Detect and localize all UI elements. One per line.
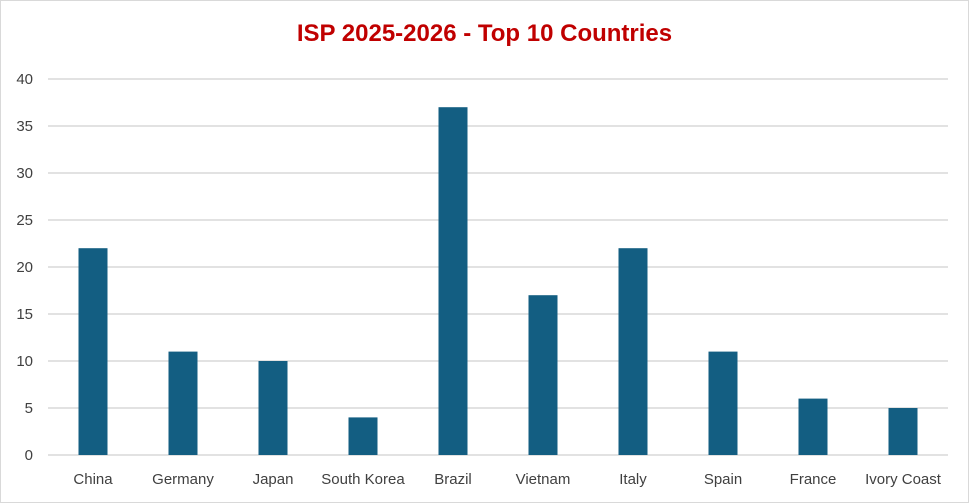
x-tick-label: China bbox=[73, 471, 113, 488]
chart-title: ISP 2025-2026 - Top 10 Countries bbox=[296, 20, 673, 47]
bar bbox=[708, 351, 738, 455]
bar bbox=[168, 351, 198, 455]
x-tick-label: Ivory Coast bbox=[865, 471, 942, 488]
x-tick-label: France bbox=[790, 471, 837, 488]
x-tick-label: Japan bbox=[253, 471, 294, 488]
bar bbox=[798, 398, 828, 455]
y-tick-label: 30 bbox=[16, 165, 33, 182]
gridlines bbox=[48, 78, 948, 456]
x-tick-label: Vietnam bbox=[516, 471, 571, 488]
y-tick-label: 25 bbox=[16, 212, 33, 229]
y-tick-label: 35 bbox=[16, 118, 33, 135]
y-tick-label: 5 bbox=[25, 400, 33, 417]
x-tick-label: South Korea bbox=[321, 471, 405, 488]
x-axis-ticks: China Germany Japan South Korea Brazil Vietna… bbox=[73, 471, 941, 488]
y-tick-label: 15 bbox=[16, 306, 33, 323]
x-tick-label: Germany bbox=[152, 471, 214, 488]
bar bbox=[348, 417, 378, 455]
y-tick-label: 0 bbox=[25, 447, 33, 464]
y-axis-ticks: 0 5 10 15 20 25 30 35 40 bbox=[16, 71, 33, 464]
bar bbox=[618, 248, 648, 455]
bars bbox=[78, 107, 918, 455]
y-tick-label: 20 bbox=[16, 259, 33, 276]
y-tick-label: 10 bbox=[16, 353, 33, 370]
bar bbox=[528, 295, 558, 455]
bar bbox=[888, 408, 918, 455]
bar bbox=[258, 361, 288, 455]
y-tick-label: 40 bbox=[16, 71, 33, 88]
bar bbox=[78, 248, 108, 455]
x-tick-label: Italy bbox=[619, 471, 647, 488]
bar bbox=[438, 107, 468, 455]
x-tick-label: Brazil bbox=[434, 471, 472, 488]
x-tick-label: Spain bbox=[704, 471, 742, 488]
